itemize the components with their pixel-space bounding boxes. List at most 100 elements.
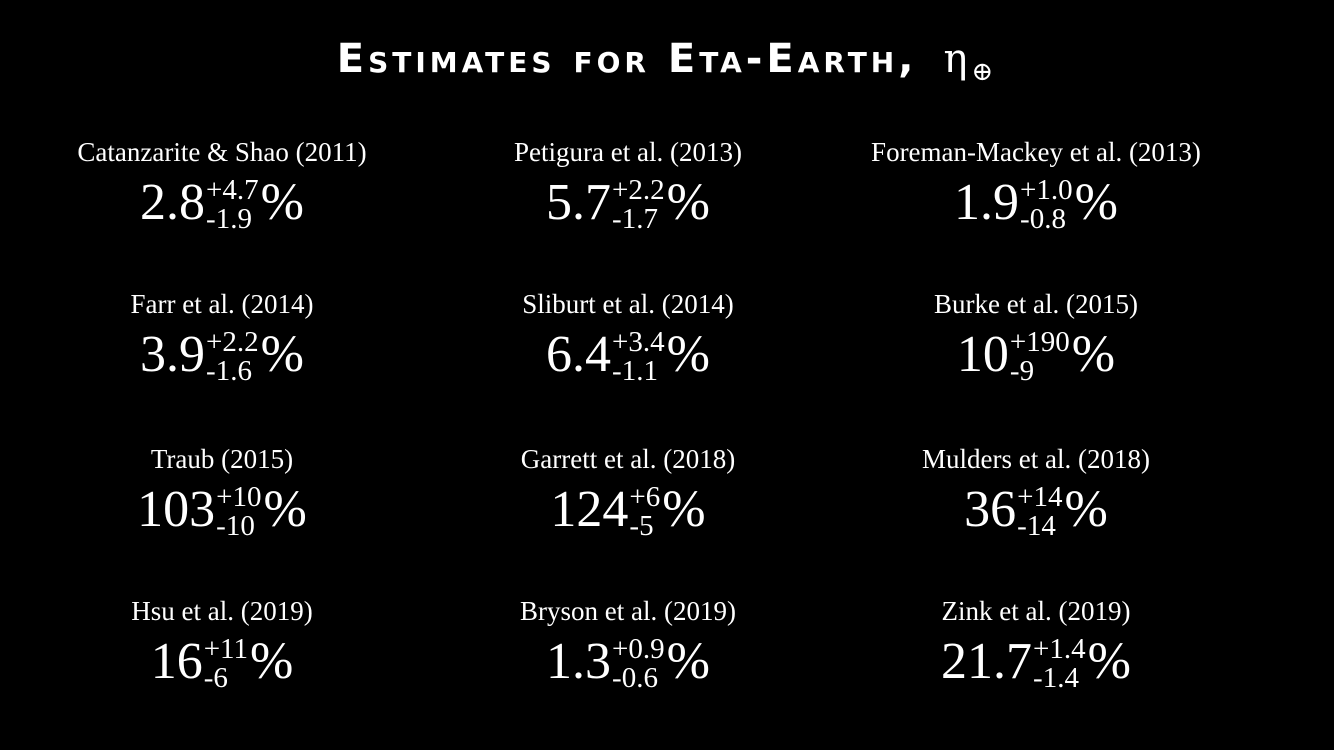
- estimate-hsu-2019: Hsu et al. (2019) 16 +11 -6%: [12, 595, 432, 695]
- estimate-value: 21.7 +1.4 -1.4%: [826, 625, 1246, 695]
- percent-unit: %: [662, 481, 706, 539]
- error-bars: +11 -6: [204, 635, 248, 693]
- estimate-value: 124 +6 -5%: [418, 473, 838, 543]
- central-value: 2.8: [140, 174, 206, 232]
- lower-error: -10: [216, 510, 255, 543]
- estimate-value: 10 +190 -9%: [826, 318, 1246, 388]
- error-bars: +1.0 -0.8: [1020, 176, 1073, 234]
- central-value: 10: [956, 326, 1009, 384]
- estimate-value: 2.8 +4.7 -1.9%: [12, 166, 432, 236]
- estimate-value: 103 +10 -10%: [12, 473, 432, 543]
- central-value: 5.7: [546, 174, 612, 232]
- lower-error: -9: [1009, 355, 1035, 388]
- percent-unit: %: [260, 326, 304, 384]
- upper-error: +2.2: [612, 174, 665, 207]
- error-bars: +0.9 -0.6: [612, 635, 665, 693]
- estimate-label: Zink et al. (2019): [941, 596, 1131, 626]
- lower-error: -1.1: [612, 355, 658, 388]
- estimate-catanzarite-shao-2011: Catanzarite & Shao (2011) 2.8 +4.7 -1.9%: [12, 136, 432, 236]
- percent-unit: %: [1071, 326, 1116, 384]
- upper-error: +1.4: [1033, 633, 1086, 666]
- lower-error: -14: [1017, 510, 1056, 543]
- slide-title-text: Estimates for Eta-Earth,: [336, 36, 918, 82]
- percent-unit: %: [1087, 633, 1131, 691]
- error-bars: +1.4 -1.4: [1033, 635, 1086, 693]
- lower-error: -1.6: [206, 355, 252, 388]
- estimate-bryson-2019: Bryson et al. (2019) 1.3 +0.9 -0.6%: [418, 595, 838, 695]
- estimate-label: Traub (2015): [150, 444, 294, 474]
- percent-unit: %: [666, 174, 710, 232]
- upper-error: +6: [629, 481, 661, 514]
- error-bars: +2.2 -1.6: [206, 328, 259, 386]
- estimate-traub-2015: Traub (2015) 103 +10 -10%: [12, 443, 432, 543]
- central-value: 6.4: [546, 326, 612, 384]
- percent-unit: %: [1064, 481, 1108, 539]
- estimate-garrett-2018: Garrett et al. (2018) 124 +6 -5%: [418, 443, 838, 543]
- slide-title: Estimates for Eta-Earth, η⊕: [0, 34, 1334, 89]
- lower-error: -5: [629, 510, 654, 543]
- central-value: 3.9: [140, 326, 206, 384]
- upper-error: +1.0: [1020, 174, 1073, 207]
- upper-error: +11: [203, 633, 248, 666]
- central-value: 21.7: [941, 633, 1033, 691]
- upper-error: +14: [1017, 481, 1063, 514]
- upper-error: +2.2: [206, 326, 259, 359]
- eta-earth-symbol: η⊕: [943, 36, 997, 87]
- estimate-zink-2019: Zink et al. (2019) 21.7 +1.4 -1.4%: [826, 595, 1246, 695]
- lower-error: -0.6: [612, 662, 658, 695]
- estimate-value: 5.7 +2.2 -1.7%: [418, 166, 838, 236]
- estimate-sliburt-2014: Sliburt et al. (2014) 6.4 +3.4 -1.1%: [418, 288, 838, 388]
- estimate-label: Foreman-Mackey et al. (2013): [871, 137, 1201, 167]
- estimate-label: Hsu et al. (2019): [131, 596, 313, 626]
- estimate-farr-2014: Farr et al. (2014) 3.9 +2.2 -1.6%: [12, 288, 432, 388]
- upper-error: +4.7: [206, 174, 259, 207]
- percent-unit: %: [260, 174, 304, 232]
- upper-error: +10: [216, 481, 262, 514]
- estimate-label: Farr et al. (2014): [130, 289, 314, 319]
- lower-error: -6: [203, 662, 228, 695]
- error-bars: +10 -10: [216, 483, 261, 541]
- estimate-value: 1.3 +0.9 -0.6%: [418, 625, 838, 695]
- estimate-value: 16 +11 -6%: [12, 625, 432, 695]
- estimate-value: 6.4 +3.4 -1.1%: [418, 318, 838, 388]
- eta-symbol: η: [943, 36, 972, 82]
- upper-error: +3.4: [612, 326, 665, 359]
- lower-error: -1.9: [206, 203, 252, 236]
- error-bars: +190 -9: [1010, 328, 1070, 386]
- estimate-label: Mulders et al. (2018): [922, 444, 1150, 474]
- estimate-label: Bryson et al. (2019): [520, 596, 736, 626]
- estimate-label: Sliburt et al. (2014): [522, 289, 734, 319]
- central-value: 16: [150, 633, 203, 691]
- central-value: 103: [137, 481, 216, 539]
- lower-error: -1.4: [1033, 662, 1079, 695]
- percent-unit: %: [1074, 174, 1118, 232]
- error-bars: +3.4 -1.1: [612, 328, 665, 386]
- central-value: 1.9: [954, 174, 1020, 232]
- upper-error: +0.9: [612, 633, 665, 666]
- estimate-foreman-mackey-2013: Foreman-Mackey et al. (2013) 1.9 +1.0 -0.8…: [826, 136, 1246, 236]
- estimate-label: Burke et al. (2015): [934, 289, 1138, 319]
- estimate-burke-2015: Burke et al. (2015) 10 +190 -9%: [826, 288, 1246, 388]
- central-value: 124: [550, 481, 629, 539]
- estimate-value: 3.9 +2.2 -1.6%: [12, 318, 432, 388]
- percent-unit: %: [263, 481, 307, 539]
- lower-error: -0.8: [1020, 203, 1066, 236]
- earth-symbol: ⊕: [971, 57, 998, 87]
- percent-unit: %: [249, 633, 294, 691]
- central-value: 1.3: [546, 633, 612, 691]
- lower-error: -1.7: [612, 203, 658, 236]
- error-bars: +2.2 -1.7: [612, 176, 665, 234]
- error-bars: +4.7 -1.9: [206, 176, 259, 234]
- error-bars: +6 -5: [629, 483, 660, 541]
- estimate-petigura-2013: Petigura et al. (2013) 5.7 +2.2 -1.7%: [418, 136, 838, 236]
- estimate-label: Garrett et al. (2018): [520, 444, 736, 474]
- estimate-value: 1.9 +1.0 -0.8%: [826, 166, 1246, 236]
- percent-unit: %: [666, 633, 710, 691]
- estimate-mulders-2018: Mulders et al. (2018) 36 +14 -14%: [826, 443, 1246, 543]
- estimate-label: Petigura et al. (2013): [514, 137, 742, 167]
- estimate-label: Catanzarite & Shao (2011): [77, 137, 367, 167]
- percent-unit: %: [666, 326, 710, 384]
- central-value: 36: [964, 481, 1017, 539]
- error-bars: +14 -14: [1017, 483, 1062, 541]
